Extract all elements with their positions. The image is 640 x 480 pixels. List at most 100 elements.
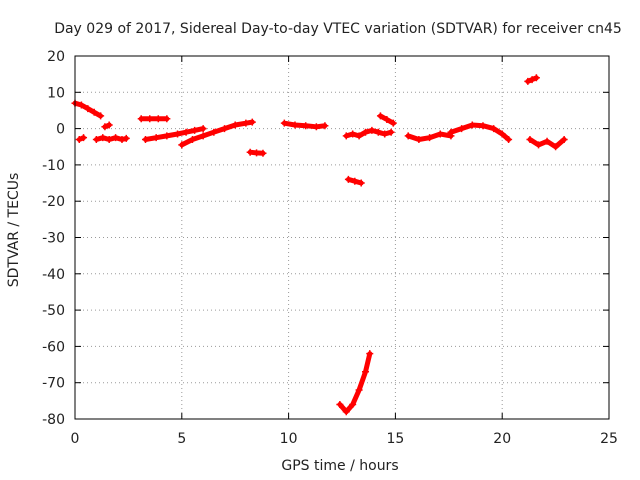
- data-point: [178, 141, 186, 149]
- data-point: [242, 119, 250, 127]
- data-point: [99, 134, 107, 142]
- data-series-seg9: [280, 119, 329, 131]
- data-point: [321, 122, 329, 130]
- data-series-seg7: [178, 118, 256, 149]
- data-point: [355, 132, 363, 140]
- data-series-seg6: [141, 125, 207, 143]
- data-point: [152, 134, 160, 142]
- y-axis-label: SDTVAR / TECUs: [6, 173, 22, 288]
- data-series: [71, 74, 568, 416]
- data-point: [210, 128, 218, 136]
- data-trace: [448, 122, 512, 142]
- data-point: [154, 115, 162, 123]
- data-point: [112, 134, 120, 142]
- data-point: [415, 135, 423, 143]
- data-point: [526, 135, 534, 143]
- y-tick-label: -60: [42, 339, 65, 355]
- data-point: [191, 126, 199, 134]
- y-tick-label: -20: [42, 194, 65, 210]
- data-point: [404, 132, 412, 140]
- data-trace: [337, 351, 373, 415]
- data-point: [80, 134, 88, 142]
- data-point: [302, 122, 310, 130]
- data-point: [97, 112, 105, 120]
- x-axis-label: GPS time / hours: [281, 458, 398, 474]
- data-point: [105, 135, 113, 143]
- data-point: [342, 132, 350, 140]
- data-series-seg14: [404, 130, 455, 143]
- data-point: [426, 134, 434, 142]
- data-point: [312, 123, 320, 131]
- data-point: [92, 135, 100, 143]
- data-point: [280, 119, 288, 127]
- data-point: [458, 125, 466, 133]
- data-point: [528, 76, 536, 84]
- x-tick-label: 10: [280, 431, 298, 447]
- data-point: [490, 125, 498, 133]
- y-tick-label: -40: [42, 267, 65, 283]
- data-point: [361, 368, 369, 376]
- data-series-seg17: [526, 135, 568, 151]
- data-series-seg10: [344, 175, 365, 187]
- x-tick-label: 15: [386, 431, 404, 447]
- data-point: [387, 128, 395, 136]
- data-point: [122, 134, 130, 142]
- y-tick-label: -30: [42, 231, 65, 247]
- data-point: [259, 149, 267, 157]
- data-point: [163, 115, 171, 123]
- data-point: [146, 115, 154, 123]
- data-point: [336, 400, 344, 408]
- data-point: [505, 135, 513, 143]
- data-point: [248, 118, 256, 126]
- y-tick-label: -80: [42, 412, 65, 428]
- data-point: [447, 128, 455, 136]
- data-point: [376, 112, 384, 120]
- data-point: [552, 143, 560, 151]
- chart-title: Day 029 of 2017, Sidereal Day-to-day VTE…: [54, 21, 622, 37]
- data-point: [361, 128, 369, 136]
- data-point: [182, 128, 190, 136]
- y-tick-label: -50: [42, 303, 65, 319]
- data-point: [90, 108, 98, 116]
- data-point: [141, 135, 149, 143]
- data-series-seg12: [342, 126, 395, 140]
- data-series-seg15: [447, 121, 513, 143]
- grid: [75, 56, 609, 419]
- data-series-seg13: [376, 112, 397, 127]
- y-tick-label: -10: [42, 158, 65, 174]
- data-point: [77, 101, 85, 109]
- data-series-seg4: [101, 121, 113, 131]
- x-tick-label: 25: [600, 431, 618, 447]
- data-point: [221, 125, 229, 133]
- x-tick-label: 20: [493, 431, 511, 447]
- data-point: [468, 121, 476, 129]
- data-point: [560, 135, 568, 143]
- data-series-seg3: [92, 134, 130, 143]
- data-point: [163, 132, 171, 140]
- data-point: [479, 122, 487, 130]
- data-point: [381, 130, 389, 138]
- data-point: [199, 125, 207, 133]
- y-tick-label: 0: [56, 122, 65, 138]
- data-point: [498, 130, 506, 138]
- data-point: [75, 135, 83, 143]
- y-tick-label: 10: [47, 85, 65, 101]
- data-point: [344, 175, 352, 183]
- data-point: [199, 132, 207, 140]
- data-point: [355, 386, 363, 394]
- data-point: [231, 121, 239, 129]
- data-point: [246, 148, 254, 156]
- data-point: [118, 135, 126, 143]
- data-point: [174, 130, 182, 138]
- data-series-seg8: [246, 148, 267, 157]
- data-point: [366, 350, 374, 358]
- y-tick-label: 20: [47, 49, 65, 65]
- data-point: [291, 121, 299, 129]
- data-point: [543, 137, 551, 145]
- data-point: [253, 149, 261, 157]
- data-point: [101, 123, 109, 131]
- data-point: [349, 130, 357, 138]
- data-series-seg1: [71, 99, 105, 120]
- data-series-seg11: [336, 350, 374, 416]
- data-point: [84, 105, 92, 113]
